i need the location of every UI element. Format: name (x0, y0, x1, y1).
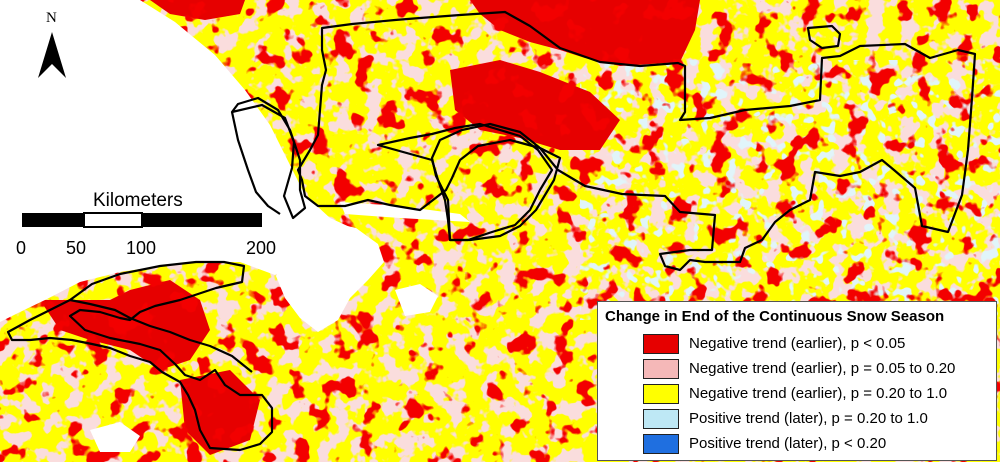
legend-label: Negative trend (earlier), p = 0.05 to 0.… (689, 360, 956, 377)
legend-swatch (643, 409, 679, 429)
scale-label-100: 100 (126, 238, 157, 258)
legend-item: Negative trend (earlier), p = 0.05 to 0.… (643, 358, 993, 380)
legend-label: Positive trend (later), p = 0.20 to 1.0 (689, 410, 928, 427)
lake-central (276, 222, 384, 332)
sea-northwest (0, 0, 352, 322)
legend-label: Negative trend (earlier), p = 0.20 to 1.… (689, 385, 948, 402)
legend-swatch (643, 334, 679, 354)
scale-bar-segment-0 (22, 213, 84, 227)
boundary-northern-inner (376, 122, 554, 242)
scale-bar-segment-2 (142, 213, 262, 227)
north-arrow: N (38, 10, 66, 78)
lake-small (395, 284, 438, 316)
boundary-sw-inner (69, 298, 253, 373)
boundary-southwest (6, 260, 274, 452)
legend-item: Negative trend (earlier), p < 0.05 (643, 333, 993, 355)
scale-label-200: 200 (246, 238, 277, 258)
legend-swatch (643, 434, 679, 454)
north-arrow-letter: N (46, 10, 57, 26)
legend-swatch (643, 359, 679, 379)
legend-label: Negative trend (earlier), p < 0.05 (689, 335, 906, 352)
legend-item: Negative trend (earlier), p = 0.20 to 1.… (643, 383, 993, 405)
legend-title: Change in End of the Continuous Snow Sea… (605, 308, 945, 325)
lake-southwest (90, 422, 140, 452)
legend-item: Positive trend (later), p = 0.20 to 1.0 (643, 408, 993, 430)
legend-swatch (643, 384, 679, 404)
scale-bar-segment-1 (83, 212, 143, 228)
legend-item: Positive trend (later), p < 0.20 (643, 433, 993, 455)
boundary-northern-large (296, 10, 977, 272)
legend: Change in End of the Continuous Snow Sea… (597, 301, 997, 461)
legend-label: Positive trend (later), p < 0.20 (689, 435, 887, 452)
boundaries (6, 10, 977, 452)
boundary-peninsula (230, 96, 307, 220)
river-strip (340, 202, 470, 222)
scale-label-0: 0 (16, 238, 27, 258)
boundary-notch-ne (806, 24, 842, 50)
north-arrow-icon (38, 32, 66, 78)
water-bodies (0, 0, 470, 452)
scale-bar (22, 212, 262, 228)
scale-bar-title: Kilometers (93, 190, 183, 211)
scale-label-50: 50 (66, 238, 87, 258)
